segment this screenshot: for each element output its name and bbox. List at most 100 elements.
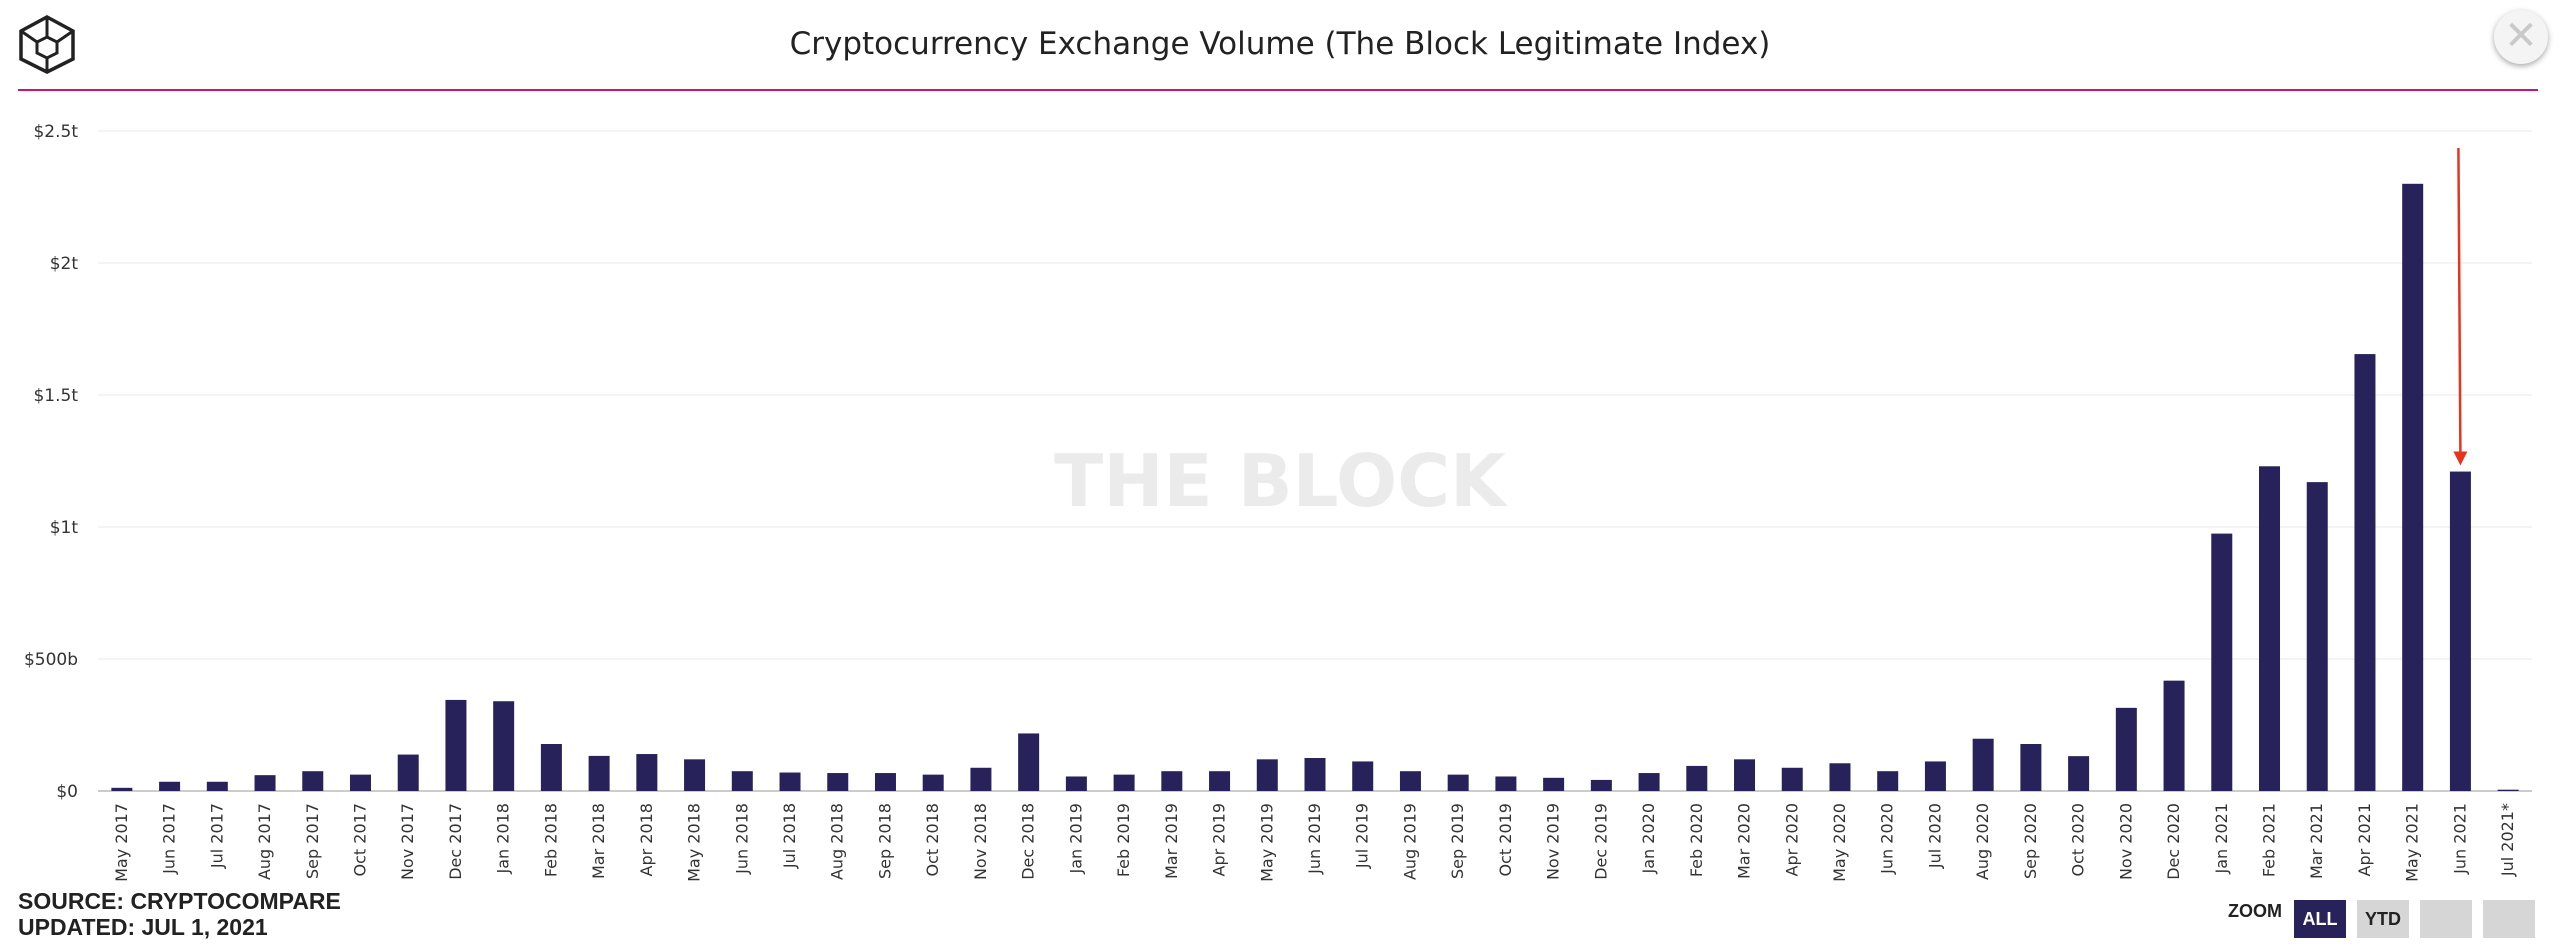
x-tick-label: Mar 2021	[2307, 803, 2326, 879]
bar	[302, 771, 324, 791]
x-tick-label: Nov 2019	[1544, 803, 1563, 880]
x-tick-label: Aug 2018	[828, 803, 847, 880]
x-tick-label: Jan 2021	[2212, 803, 2231, 874]
x-tick-label: Jan 2019	[1066, 803, 1085, 874]
x-tick-label: Sep 2018	[875, 803, 894, 879]
x-tick-label: Oct 2017	[350, 803, 369, 876]
header: Cryptocurrency Exchange Volume (The Bloc…	[0, 0, 2560, 91]
x-tick-label: Feb 2021	[2260, 803, 2279, 877]
x-tick-label: Jul 2019	[1353, 803, 1372, 869]
x-tick-label: Jun 2021	[2450, 803, 2469, 875]
bar	[1734, 759, 1756, 791]
bar	[1399, 771, 1421, 791]
x-tick-label: Oct 2020	[2069, 803, 2088, 876]
x-tick-label: Dec 2020	[2164, 803, 2183, 880]
bar	[2497, 789, 2519, 791]
x-tick-label: Apr 2021	[2355, 803, 2374, 876]
bar	[1113, 774, 1135, 791]
bar	[1924, 761, 1946, 791]
bar	[1495, 776, 1517, 791]
x-tick-label: Jul 2020	[1925, 803, 1944, 869]
header-divider	[18, 89, 2538, 91]
bar	[731, 771, 753, 791]
bar	[540, 744, 562, 791]
x-tick-label: Feb 2019	[1114, 803, 1133, 877]
zoom-button-4[interactable]	[2483, 900, 2535, 938]
y-tick-label: $0	[56, 782, 78, 802]
x-tick-label: Feb 2020	[1687, 803, 1706, 877]
bar	[445, 699, 467, 791]
bar	[159, 781, 181, 791]
bar	[397, 754, 419, 791]
bar	[349, 774, 371, 791]
chart-title: Cryptocurrency Exchange Volume (The Bloc…	[789, 26, 1771, 62]
zoom-all-button[interactable]: ALL	[2294, 900, 2346, 938]
bar	[2068, 756, 2090, 791]
y-tick-label: $1t	[50, 518, 79, 538]
bar	[254, 775, 276, 791]
zoom-button-3[interactable]	[2420, 900, 2472, 938]
x-tick-label: Mar 2020	[1735, 803, 1754, 879]
x-tick-label: Oct 2018	[923, 803, 942, 876]
x-tick-label: Jun 2020	[1878, 803, 1897, 875]
x-tick-label: May 2020	[1830, 803, 1849, 882]
x-tick-label: Sep 2019	[1448, 803, 1467, 879]
bar	[1686, 765, 1708, 791]
x-tick-label: Jun 2018	[732, 803, 751, 875]
bar	[1447, 774, 1469, 791]
annotation-arrow-shaft	[2457, 147, 2462, 454]
bar	[1161, 771, 1183, 791]
x-tick-label: May 2017	[112, 803, 131, 882]
x-tick-label: Feb 2018	[541, 803, 560, 877]
x-tick-label: Dec 2018	[1019, 803, 1038, 880]
x-tick-label: Jul 2017	[207, 803, 226, 869]
bar	[206, 781, 228, 791]
x-tick-label: Aug 2017	[255, 803, 274, 880]
x-tick-label: Sep 2020	[2021, 803, 2040, 879]
watermark-text: THE BLOCK	[1054, 439, 1508, 523]
x-tick-label: Nov 2017	[398, 803, 417, 880]
x-tick-label: Jun 2019	[1305, 803, 1324, 875]
zoom-label: ZOOM	[2228, 901, 2282, 921]
x-tick-label: Apr 2018	[637, 803, 656, 876]
x-tick-label: Aug 2019	[1400, 803, 1419, 880]
x-tick-label: Dec 2019	[1591, 803, 1610, 880]
x-tick-label: May 2019	[1257, 803, 1276, 882]
y-tick-label: $1.5t	[33, 386, 78, 406]
bar	[2306, 482, 2328, 791]
y-tick-label: $2.5t	[33, 122, 78, 142]
x-tick-label: Apr 2020	[1782, 803, 1801, 876]
close-icon[interactable]: ✕	[2494, 10, 2548, 64]
bar	[1304, 758, 1326, 791]
x-tick-label: Apr 2019	[1210, 803, 1229, 876]
x-tick-label: Mar 2018	[589, 803, 608, 879]
bar	[2259, 466, 2281, 791]
zoom-ytd-button[interactable]: YTD	[2357, 900, 2409, 938]
bar	[1972, 738, 1994, 791]
bar	[1877, 771, 1899, 791]
bar	[111, 787, 133, 791]
bar	[493, 701, 515, 791]
x-tick-label: Jul 2018	[780, 803, 799, 869]
bar	[588, 755, 610, 791]
x-tick-label: Nov 2020	[2116, 803, 2135, 880]
bar	[2354, 354, 2376, 791]
bar	[1590, 779, 1612, 791]
bar	[2402, 183, 2424, 792]
bar	[1781, 767, 1803, 791]
x-tick-label: Jun 2017	[160, 803, 179, 875]
bar	[2163, 680, 2185, 791]
x-tick-label: Mar 2019	[1162, 803, 1181, 879]
bar	[2211, 533, 2233, 791]
bar	[2020, 744, 2042, 791]
bar	[1638, 773, 1660, 791]
x-tick-label: Jul 2021*	[2498, 803, 2517, 877]
bar	[1018, 733, 1040, 791]
bar	[874, 773, 896, 791]
x-tick-label: Jan 2018	[494, 803, 513, 874]
bar	[827, 773, 849, 791]
x-tick-label: May 2018	[685, 803, 704, 882]
bar	[1256, 759, 1278, 791]
source-note: SOURCE: CRYPTOCOMPARE UPDATED: JUL 1, 20…	[18, 888, 341, 940]
the-block-logo-icon	[19, 15, 75, 74]
